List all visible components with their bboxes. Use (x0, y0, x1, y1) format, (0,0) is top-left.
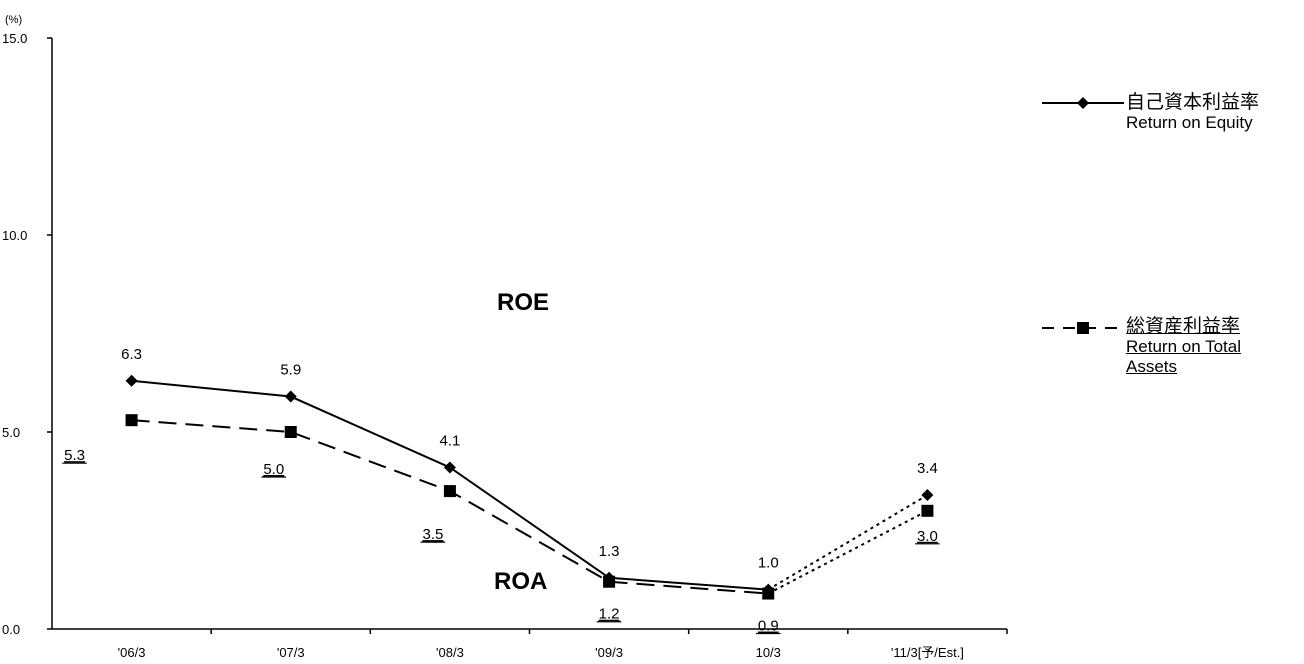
x-tick-label: '07/3 (277, 645, 305, 660)
roa-marker (125, 414, 138, 427)
y-ticks: 15.0 10.0 5.0 0.0 (2, 31, 52, 637)
roa-data-label: 3.5 (422, 526, 443, 543)
roe-annotation: ROE (497, 289, 549, 316)
roa-marker (762, 587, 775, 600)
legend-roe-text: 自己資本利益率 Return on Equity (1126, 93, 1259, 133)
legend-roe-name-en: Return on Equity (1126, 113, 1253, 132)
axes (51, 38, 1007, 630)
roe-marker (921, 489, 934, 502)
data-labels: 6.3 5.9 4.1 1.3 1.0 3.4 5.3 5.0 3.5 1.2 0.9 3.0 (62, 346, 940, 635)
roa-data-label: 0.9 (758, 618, 779, 635)
roa-data-label: 5.3 (64, 447, 85, 464)
x-tick-label: '06/3 (118, 645, 146, 660)
legend-roa-name-jp: 総資産利益率 (1126, 316, 1241, 337)
roe-data-label: 3.4 (917, 460, 938, 477)
y-tick-label: 0.0 (2, 622, 20, 637)
x-tick-label: '08/3 (436, 645, 464, 660)
roe-forecast-line (767, 494, 928, 591)
legend-roa-symbol (1042, 322, 1124, 334)
roa-annotation: ROA (494, 568, 547, 595)
x-tick-label: '09/3 (595, 645, 623, 660)
roa-data-label: 1.2 (599, 606, 620, 623)
series-markers (125, 374, 934, 600)
x-ticks: '06/3 '07/3 '08/3 '09/3 10/3 '11/3[予/Est.] (118, 629, 1008, 660)
roa-marker (603, 575, 616, 588)
legend-roe-name-jp: 自己資本利益率 (1126, 92, 1260, 113)
roa-data-label: 5.0 (263, 461, 284, 478)
x-tick-label: 10/3 (756, 645, 781, 660)
roe-data-label: 6.3 (121, 346, 142, 363)
roa-forecast-line (767, 509, 928, 595)
roe-data-label: 1.3 (599, 543, 620, 560)
roe-data-label: 1.0 (758, 555, 779, 572)
roa-data-label: 3.0 (917, 528, 938, 545)
x-tick-label: '11/3[予/Est.] (891, 645, 964, 660)
roa-marker (921, 504, 934, 517)
roe-data-label: 5.9 (280, 362, 301, 379)
legend-roa-name-en-2: Assets (1126, 357, 1178, 376)
y-tick-label: 10.0 (2, 228, 27, 243)
roe-data-label: 4.1 (439, 432, 460, 449)
roe-marker (284, 390, 297, 403)
legend-roe-symbol (1042, 97, 1124, 109)
legend-roa-text: 総資産利益率 Return on Total Assets (1126, 317, 1241, 377)
y-tick-label: 5.0 (2, 425, 20, 440)
roa-marker (443, 485, 456, 498)
legend-roa-name-en-1: Return on Total (1126, 337, 1241, 356)
roa-marker (284, 426, 297, 438)
series-lines (131, 379, 928, 595)
roe-marker (125, 374, 138, 387)
y-unit-label: (%) (5, 14, 22, 26)
roe-marker (443, 461, 456, 474)
y-tick-label: 15.0 (2, 31, 27, 46)
